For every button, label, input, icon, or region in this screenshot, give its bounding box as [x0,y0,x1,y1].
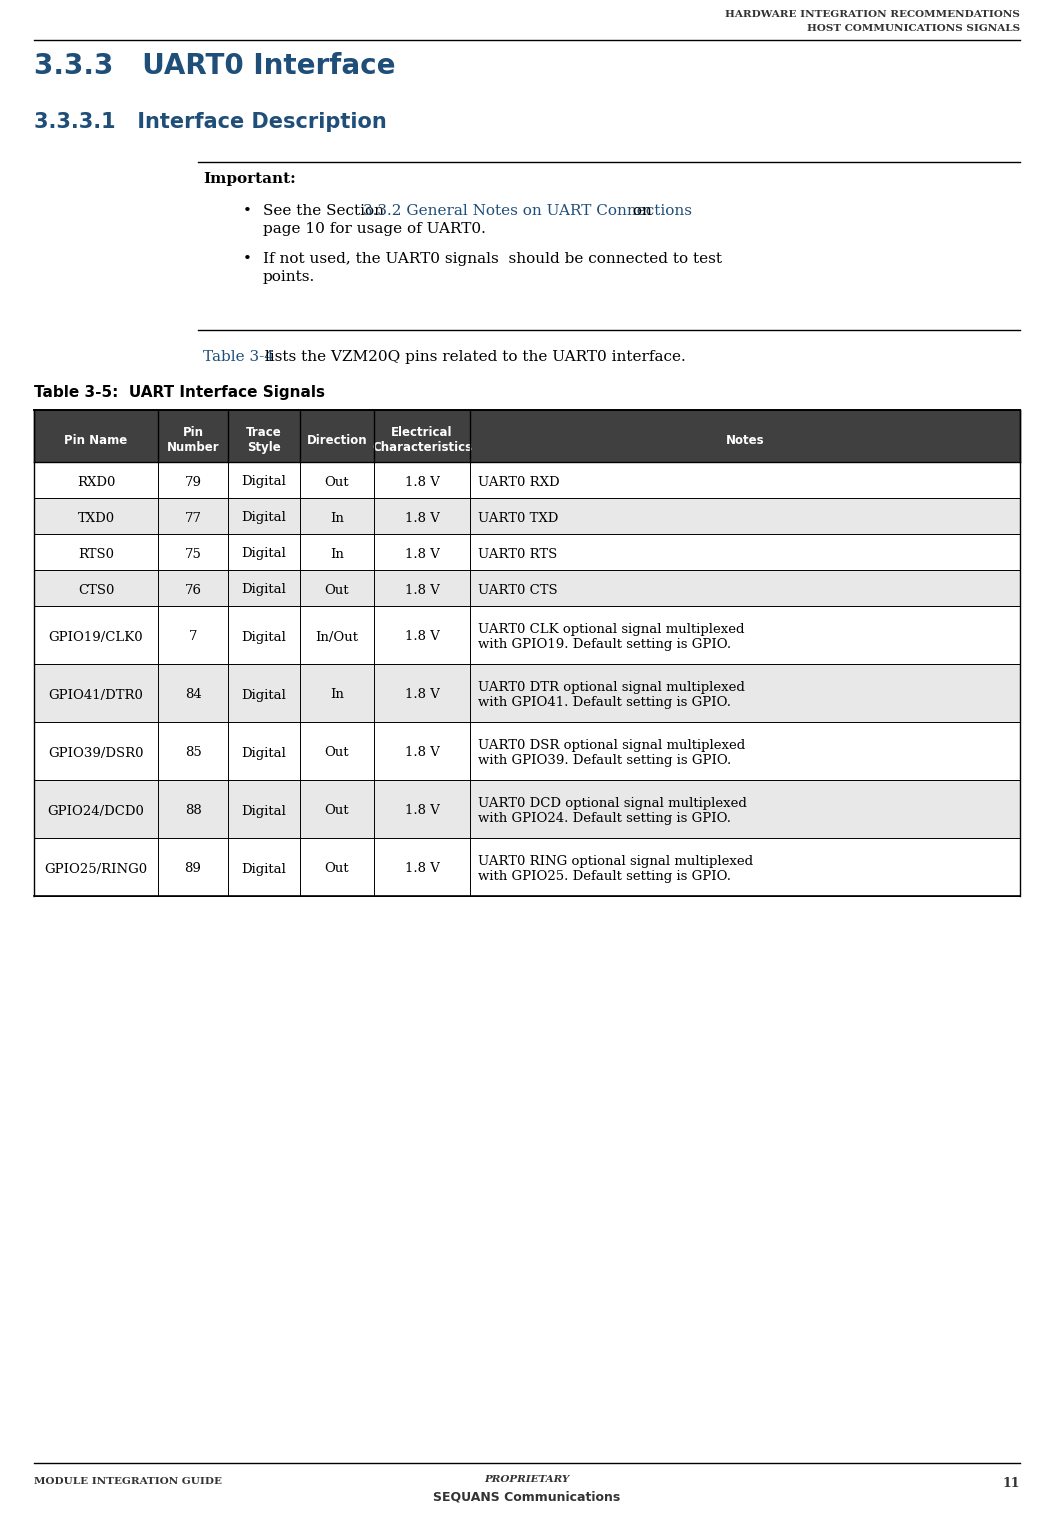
Text: Pin Name: Pin Name [64,434,128,446]
Text: UART0 CLK optional signal multiplexed
with GPIO19. Default setting is GPIO.: UART0 CLK optional signal multiplexed wi… [479,622,744,651]
Text: Table 3-5:  UART Interface Signals: Table 3-5: UART Interface Signals [34,386,325,401]
Text: TXD0: TXD0 [77,512,115,525]
Text: GPIO19/CLK0: GPIO19/CLK0 [48,630,143,644]
Text: on: on [628,203,651,219]
Text: See the Section: See the Section [264,203,389,219]
Text: 84: 84 [184,689,201,701]
Text: Notes: Notes [726,434,764,446]
Text: 7: 7 [189,630,197,644]
Text: Out: Out [325,583,349,597]
Text: Digital: Digital [241,548,287,560]
Text: UART0 RXD: UART0 RXD [479,475,560,489]
Text: 75: 75 [184,548,201,560]
Text: RTS0: RTS0 [78,548,114,560]
Text: UART0 DSR optional signal multiplexed
with GPIO39. Default setting is GPIO.: UART0 DSR optional signal multiplexed wi… [479,739,745,767]
Text: 88: 88 [184,805,201,818]
Text: MODULE INTEGRATION GUIDE: MODULE INTEGRATION GUIDE [34,1477,222,1486]
Text: 1.8 V: 1.8 V [405,512,440,525]
Text: page 10 for usage of UART0.: page 10 for usage of UART0. [264,222,486,235]
Text: 77: 77 [184,512,201,525]
Text: 1.8 V: 1.8 V [405,689,440,701]
Text: •: • [243,203,252,219]
Bar [34,534,1020,569]
Text: In: In [330,548,344,560]
Text: HOST COMMUNICATIONS SIGNALS: HOST COMMUNICATIONS SIGNALS [807,24,1020,33]
Text: HARDWARE INTEGRATION RECOMMENDATIONS: HARDWARE INTEGRATION RECOMMENDATIONS [725,11,1020,20]
Text: 79: 79 [184,475,201,489]
Text: In: In [330,689,344,701]
Bar [34,461,1020,498]
Text: Digital: Digital [241,689,287,701]
Text: points.: points. [264,270,315,284]
Text: PROPRIETARY: PROPRIETARY [485,1475,569,1485]
Text: UART0 RING optional signal multiplexed
with GPIO25. Default setting is GPIO.: UART0 RING optional signal multiplexed w… [479,855,754,883]
Text: Out: Out [325,862,349,876]
Bar [34,780,1020,838]
Text: Digital: Digital [241,862,287,876]
Text: UART0 RTS: UART0 RTS [479,548,558,560]
Text: If not used, the UART0 signals  should be connected to test: If not used, the UART0 signals should be… [264,252,722,266]
Text: 1.8 V: 1.8 V [405,630,440,644]
Text: Direction: Direction [307,434,367,446]
Text: 1.8 V: 1.8 V [405,747,440,759]
Text: Out: Out [325,747,349,759]
Text: Digital: Digital [241,630,287,644]
Text: lists the VZM20Q pins related to the UART0 interface.: lists the VZM20Q pins related to the UAR… [260,351,686,364]
Text: RXD0: RXD0 [77,475,115,489]
Text: Out: Out [325,805,349,818]
Text: Important:: Important: [203,172,296,187]
Text: Electrical
Characteristics: Electrical Characteristics [372,427,472,454]
Bar [34,663,1020,723]
Text: Pin
Number: Pin Number [167,427,219,454]
Text: GPIO39/DSR0: GPIO39/DSR0 [48,747,143,759]
Text: 89: 89 [184,862,201,876]
Bar [34,723,1020,780]
Text: Digital: Digital [241,583,287,597]
Bar [34,838,1020,896]
Text: UART0 DTR optional signal multiplexed
with GPIO41. Default setting is GPIO.: UART0 DTR optional signal multiplexed wi… [479,682,745,709]
Text: 76: 76 [184,583,201,597]
Text: 85: 85 [184,747,201,759]
Text: Digital: Digital [241,805,287,818]
Text: 3.3.2 General Notes on UART Connections: 3.3.2 General Notes on UART Connections [363,203,692,219]
Text: In: In [330,512,344,525]
Text: In/Out: In/Out [315,630,358,644]
Text: 1.8 V: 1.8 V [405,805,440,818]
Text: Digital: Digital [241,512,287,525]
Text: UART0 CTS: UART0 CTS [479,583,558,597]
Text: CTS0: CTS0 [78,583,114,597]
Bar [34,606,1020,663]
Bar [34,569,1020,606]
Text: GPIO41/DTR0: GPIO41/DTR0 [48,689,143,701]
Text: GPIO24/DCD0: GPIO24/DCD0 [47,805,144,818]
Text: 1.8 V: 1.8 V [405,548,440,560]
Text: Digital: Digital [241,747,287,759]
Text: Out: Out [325,475,349,489]
Text: 1.8 V: 1.8 V [405,583,440,597]
Text: 1.8 V: 1.8 V [405,475,440,489]
Text: •: • [243,252,252,266]
Text: UART0 DCD optional signal multiplexed
with GPIO24. Default setting is GPIO.: UART0 DCD optional signal multiplexed wi… [479,797,747,824]
Text: Table 3-4: Table 3-4 [203,351,274,364]
Text: Trace
Style: Trace Style [247,427,281,454]
Text: 3.3.3   UART0 Interface: 3.3.3 UART0 Interface [34,52,395,80]
Bar [34,410,1020,461]
Text: Digital: Digital [241,475,287,489]
Bar [34,498,1020,534]
Text: 3.3.3.1   Interface Description: 3.3.3.1 Interface Description [34,112,387,132]
Text: SEQUANS Communications: SEQUANS Communications [433,1491,621,1503]
Text: GPIO25/RING0: GPIO25/RING0 [44,862,148,876]
Text: 1.8 V: 1.8 V [405,862,440,876]
Text: UART0 TXD: UART0 TXD [479,512,559,525]
Text: 11: 11 [1002,1477,1020,1491]
